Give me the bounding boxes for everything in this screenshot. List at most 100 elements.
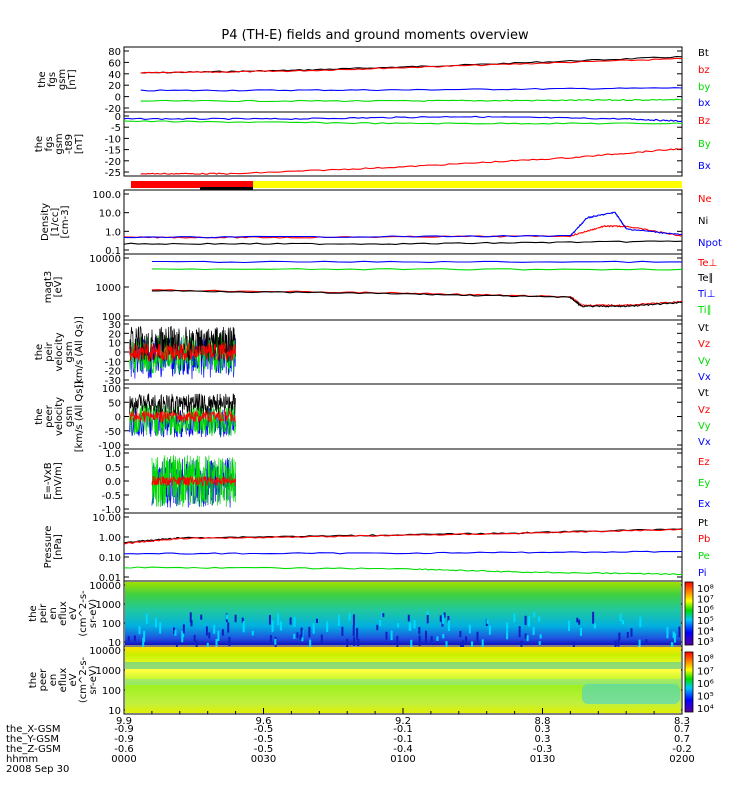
spectrogram-noise [524, 615, 527, 626]
y-tick-label: 0 [115, 348, 121, 359]
spectrogram-noise [133, 635, 136, 642]
legend-entry: Vx [698, 372, 711, 383]
legend-entry: Pi [698, 568, 707, 579]
colorbar-label: 10⁴ [697, 704, 714, 715]
y-tick-label: 10 [108, 339, 121, 350]
legend-entry: by [698, 82, 710, 93]
spectrogram-noise [622, 619, 625, 625]
y-axis-label-line: the [34, 136, 45, 152]
footer-row-value: 0130 [530, 754, 555, 765]
y-tick-label: -50 [105, 427, 121, 438]
colorbar-label: 10⁸ [697, 654, 714, 665]
legend-entry: Bt [698, 48, 709, 59]
legend-entry: Vy [698, 421, 711, 432]
colorbar [684, 581, 694, 646]
y-tick-label: -25 [105, 168, 121, 179]
spectrogram-noise [410, 639, 413, 647]
spectrogram-noise [445, 641, 448, 653]
y-tick-label: 0 [115, 413, 121, 424]
spectrogram-noise [390, 630, 393, 641]
footer-row-value: -0.5 [254, 744, 274, 755]
spectrogram-noise [619, 613, 622, 622]
y-axis-label-line: the [34, 408, 45, 424]
x-top-label: 8.3 [674, 716, 690, 727]
y-tick-label: 10 [108, 638, 121, 649]
spectrogram-noise [430, 636, 433, 642]
series-line-Pb [123, 528, 683, 545]
spectrogram-noise [200, 614, 203, 620]
y-axis-label-line: [km/s (All Qs)] [74, 316, 85, 388]
panel-frame [123, 512, 683, 582]
spectrogram-noise [442, 614, 445, 624]
colorbar [684, 651, 694, 713]
footer-row-value: 0.3 [535, 724, 551, 735]
spectrogram-noise [630, 628, 633, 637]
colorbar-label: 10⁶ [697, 605, 714, 616]
mode-bar-yellow [253, 181, 682, 188]
y-tick-label: 1000 [96, 283, 121, 294]
footer-row-label: the_Z-GSM [6, 744, 61, 755]
colorbar-label: 10⁵ [697, 692, 714, 703]
y-axis-label-line: velocity [54, 397, 65, 436]
footer-row-label: the_Y-GSM [6, 734, 59, 745]
y-tick-label: 0.5 [105, 463, 121, 474]
spectrogram-noise [379, 619, 382, 626]
panel-frame [123, 46, 683, 113]
spectrogram-noise [213, 625, 216, 634]
series-line-Bx [140, 148, 683, 175]
y-tick-label: -10 [105, 357, 121, 368]
y-axis-label-line: gsm [57, 69, 68, 90]
y-axis-label-line: sr-eV) [88, 665, 99, 694]
y-axis-label-line: the [37, 71, 48, 87]
x-top-label: 9.2 [395, 716, 411, 727]
colorbar-label: 10⁸ [697, 584, 714, 595]
spectrogram-noise [300, 627, 303, 638]
series-line-Ti [151, 260, 682, 264]
y-axis-label-line: eflux [58, 601, 69, 626]
spectrogram-noise [471, 641, 474, 648]
spectrogram-noise [299, 634, 302, 640]
y-axis-label-line: fgs [47, 72, 58, 87]
spectrogram-noise [174, 630, 177, 636]
x-top-label: 9.6 [256, 716, 272, 727]
y-axis-label-line: Pressure [43, 526, 54, 569]
y-axis-label-line: Density [40, 203, 51, 241]
panel-frame [123, 111, 683, 177]
y-tick-label: 1000 [96, 600, 121, 611]
spectrogram-noise [289, 617, 292, 625]
y-axis-label-line: velocity [54, 332, 65, 371]
y-axis-label-line: magt3 [43, 271, 54, 304]
spectrogram-noise [396, 635, 399, 648]
spectrogram-noise [418, 635, 421, 646]
legend-entry: Bx [698, 161, 711, 172]
legend-entry: By [698, 139, 711, 150]
spectrogram-noise [181, 630, 184, 643]
colorbar-label: 10⁴ [697, 626, 714, 637]
noise-trace-green [151, 455, 236, 507]
y-tick-label: 10000 [89, 646, 121, 657]
y-tick-label: 0.1 [105, 246, 121, 257]
y-axis-label-line: the [28, 672, 39, 688]
spectrogram-noise [348, 613, 351, 621]
spectrogram-noise [226, 614, 229, 620]
spectrogram-noise [154, 618, 157, 628]
series-line-Ni [123, 240, 683, 245]
y-axis-label-line: E=-VxB [43, 462, 54, 499]
spectrogram-blob [582, 684, 680, 704]
spectrogram-noise [407, 614, 410, 622]
footer-row-value: 0.3 [535, 734, 551, 745]
y-tick-label: 1.0 [105, 227, 121, 238]
y-tick-label: -20 [105, 367, 121, 378]
y-axis-label-line: the [34, 344, 45, 360]
y-axis-label-line: gsm [64, 341, 75, 362]
mode-bar-black [200, 187, 253, 190]
x-top-label: 9.9 [116, 716, 132, 727]
footer-row-value: 0000 [111, 754, 136, 765]
y-tick-label: 100 [102, 312, 121, 323]
x-top-label: 8.8 [535, 716, 551, 727]
y-axis-label-line: (cm^2-s- [78, 656, 89, 703]
spectrogram-noise [215, 639, 218, 647]
y-axis-label: the peir velocity gsm [km/s (All Qs)] [34, 316, 85, 388]
y-tick-label: 100.0 [92, 190, 121, 201]
